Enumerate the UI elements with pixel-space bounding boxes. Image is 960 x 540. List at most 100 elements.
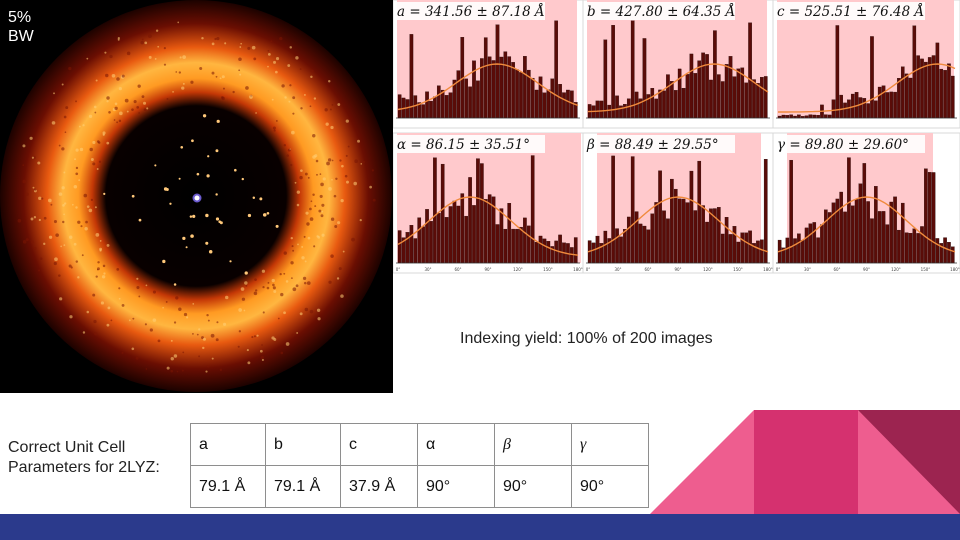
histogram-bar: [413, 95, 418, 119]
speckle-dot: [337, 103, 341, 106]
speckle-dot: [94, 332, 98, 336]
speckle-dot: [94, 111, 97, 114]
speckle-dot: [290, 277, 293, 280]
fit-curve: [397, 196, 579, 256]
speckle-dot: [114, 102, 118, 106]
speckle-dot: [141, 38, 144, 41]
speckle-dot: [38, 218, 41, 222]
speckle-dot: [95, 79, 98, 82]
speckle-dot: [190, 80, 194, 84]
speckle-dot: [33, 188, 37, 191]
histogram-bar: [800, 240, 805, 264]
speckle-dot: [53, 92, 55, 95]
bragg-spot: [190, 234, 194, 238]
speckle-dot: [173, 354, 178, 358]
histogram-bar: [472, 205, 476, 264]
speckle-dot: [182, 82, 185, 85]
histogram-bar: [713, 30, 717, 119]
speckle-dot: [267, 53, 271, 56]
histogram-bar: [697, 160, 702, 264]
speckle-dot: [17, 218, 22, 223]
speckle-dot: [240, 287, 245, 291]
speckle-dot: [181, 369, 184, 372]
speckle-dot: [270, 40, 273, 43]
speckle-dot: [75, 100, 77, 103]
speckle-dot: [222, 87, 225, 90]
tick-label: 180°: [763, 267, 773, 272]
tick-label: 120°: [513, 267, 523, 272]
speckle-dot: [137, 84, 141, 88]
speckle-dot: [315, 159, 319, 163]
speckle-dot: [82, 331, 86, 334]
histogram-bar: [546, 89, 551, 119]
speckle-dot: [118, 287, 121, 290]
histogram-bar: [425, 209, 429, 264]
speckle-dot: [121, 74, 125, 78]
histogram-bar: [874, 100, 878, 119]
ring-speckle: [17, 21, 376, 373]
histogram-bar: [740, 232, 745, 264]
histogram-bar: [468, 86, 472, 119]
speckle-dot: [353, 181, 358, 186]
histogram-bar: [650, 88, 655, 119]
speckle-dot: [121, 303, 125, 307]
histogram-bar: [658, 89, 662, 119]
histogram-bar: [503, 228, 508, 264]
speckle-dot: [262, 285, 265, 289]
histogram-bar: [405, 99, 410, 119]
speckle-dot: [267, 281, 270, 284]
histogram-bar: [827, 114, 832, 119]
histogram-bar: [558, 84, 562, 119]
histogram-bar: [756, 83, 760, 119]
speckle-dot: [246, 349, 249, 352]
speckle-dot: [281, 84, 285, 88]
histogram-label: γ = 89.80 ± 29.60°: [777, 137, 909, 153]
histogram-bar: [654, 202, 658, 264]
speckle-dot: [284, 96, 287, 99]
histogram-panel: 0° 30° 60° 90° 120° 150° 180° β = 88.49 ± 29.55…: [582, 132, 774, 274]
speckle-dot: [170, 339, 173, 342]
bragg-spot: [229, 260, 232, 263]
speckle-dot: [206, 313, 209, 317]
speckle-dot: [321, 210, 324, 213]
label-background: [395, 2, 545, 20]
speckle-dot: [183, 312, 188, 317]
bragg-spot: [262, 213, 267, 217]
speckle-dot: [157, 339, 161, 343]
deco-triangle-left: [650, 410, 754, 514]
speckle-dot: [339, 159, 342, 162]
speckle-dot: [345, 274, 348, 277]
histogram-bar: [870, 218, 874, 264]
histogram-bar: [889, 91, 894, 119]
speckle-dot: [155, 29, 159, 32]
speckle-dot: [84, 226, 88, 231]
bragg-spot: [191, 139, 194, 143]
speckle-dot: [68, 66, 72, 71]
histogram-panel: 0° 30° 60° 90° 120° 150° 180° α = 86.15 ± 35.51…: [393, 132, 584, 274]
speckle-dot: [238, 69, 241, 72]
speckle-dot: [239, 46, 242, 48]
histogram-bar: [912, 228, 917, 264]
speckle-dot: [291, 130, 295, 135]
tick-label: 90°: [863, 267, 870, 272]
tick-label: 120°: [891, 267, 901, 272]
histogram-bar: [908, 77, 913, 119]
histogram-bar: [866, 103, 870, 119]
speckle-dot: [106, 100, 109, 103]
histogram-bar: [701, 52, 705, 119]
speckle-dot: [336, 277, 340, 280]
speckle-dot: [215, 75, 218, 78]
speckle-dot: [101, 52, 104, 56]
speckle-dot: [271, 278, 275, 283]
speckle-dot: [219, 77, 222, 80]
bragg-spot: [259, 197, 263, 201]
histogram-bar: [603, 39, 608, 119]
speckle-dot: [70, 266, 73, 269]
histogram-bar: [744, 82, 748, 119]
histogram-bar: [448, 206, 453, 264]
speckle-dot: [178, 307, 182, 312]
histogram-bar: [685, 202, 690, 264]
speckle-dot: [54, 257, 58, 262]
speckle-dot: [303, 235, 306, 238]
speckle-dot: [61, 147, 65, 151]
